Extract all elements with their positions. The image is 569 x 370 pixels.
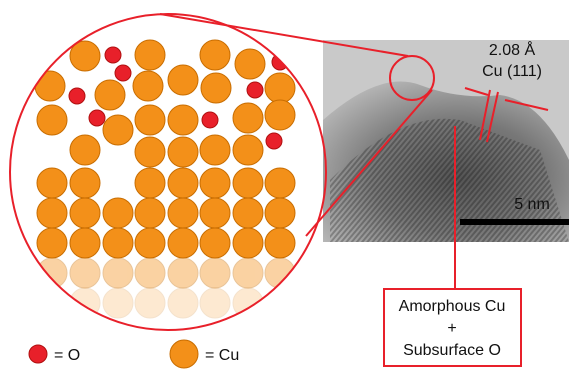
cu-atom xyxy=(233,135,263,165)
cu-atom xyxy=(37,198,67,228)
cu-atom xyxy=(168,65,198,95)
o-atom xyxy=(247,82,263,98)
cu-atom xyxy=(265,228,295,258)
o-atom xyxy=(266,133,282,149)
tem-image: 5 nm 2.08 Å Cu (111) xyxy=(323,40,569,242)
cu-atom xyxy=(103,288,133,318)
cu-atom xyxy=(201,73,231,103)
o-atom xyxy=(115,65,131,81)
cu-atom xyxy=(135,105,165,135)
cu-atom xyxy=(70,135,100,165)
cu-atom xyxy=(37,168,67,198)
cu-atom xyxy=(135,288,165,318)
cu-atom xyxy=(168,105,198,135)
o-atom xyxy=(69,88,85,104)
cu-atom xyxy=(168,168,198,198)
cu-atom xyxy=(265,73,295,103)
cu-atom xyxy=(233,258,263,288)
atom-model xyxy=(35,40,295,318)
cu-atom xyxy=(265,198,295,228)
cu-atom xyxy=(200,168,230,198)
cu-atom xyxy=(168,228,198,258)
cu-atom xyxy=(103,228,133,258)
cu-atom xyxy=(135,198,165,228)
o-atom xyxy=(89,110,105,126)
cu-atom xyxy=(200,258,230,288)
cu-atom xyxy=(265,168,295,198)
cu-atom xyxy=(168,137,198,167)
cu-atom xyxy=(135,168,165,198)
o-atom xyxy=(202,112,218,128)
cu-atom xyxy=(233,103,263,133)
cu-atom xyxy=(37,228,67,258)
legend-label: = O xyxy=(54,347,80,364)
legend: = O = Cu xyxy=(29,340,239,368)
cu-atom xyxy=(103,115,133,145)
scale-bar xyxy=(460,219,569,225)
cu-atom xyxy=(70,198,100,228)
cu-atom xyxy=(200,135,230,165)
cu-atom xyxy=(103,258,133,288)
cu-atom xyxy=(233,198,263,228)
cu-atom xyxy=(168,198,198,228)
cu-atom xyxy=(200,228,230,258)
cu-atom xyxy=(135,137,165,167)
cu-atom xyxy=(135,228,165,258)
cu-atom xyxy=(70,258,100,288)
legend-label: = Cu xyxy=(205,347,239,364)
spacing-label: 2.08 Å xyxy=(489,40,536,59)
cu-atom xyxy=(135,40,165,70)
cu-atom xyxy=(200,288,230,318)
callout-line: Amorphous Cu xyxy=(399,298,506,315)
callout: Amorphous Cu + Subsurface O xyxy=(384,289,521,366)
cu-atom xyxy=(70,228,100,258)
o-atom xyxy=(105,47,121,63)
cu-atom xyxy=(135,258,165,288)
cu-atom xyxy=(233,168,263,198)
scale-label: 5 nm xyxy=(514,196,550,213)
cu-atom xyxy=(235,49,265,79)
cu-atom xyxy=(35,71,65,101)
cu-atom xyxy=(200,40,230,70)
cu-atom xyxy=(168,258,198,288)
cu-atom xyxy=(200,198,230,228)
callout-line: + xyxy=(447,320,456,337)
plane-label: Cu (111) xyxy=(482,63,542,80)
cu-atom xyxy=(95,80,125,110)
figure: 5 nm 2.08 Å Cu (111) Amorphous Cu + Subs… xyxy=(0,0,569,370)
cu-atom xyxy=(37,105,67,135)
cu-atom xyxy=(37,288,67,318)
cu-atom xyxy=(133,71,163,101)
cu-atom xyxy=(168,288,198,318)
cu-atom xyxy=(37,258,67,288)
cu-atom xyxy=(233,228,263,258)
cu-atom xyxy=(70,168,100,198)
callout-line: Subsurface O xyxy=(403,342,501,359)
cu-atom xyxy=(265,100,295,130)
cu-atom xyxy=(103,198,133,228)
